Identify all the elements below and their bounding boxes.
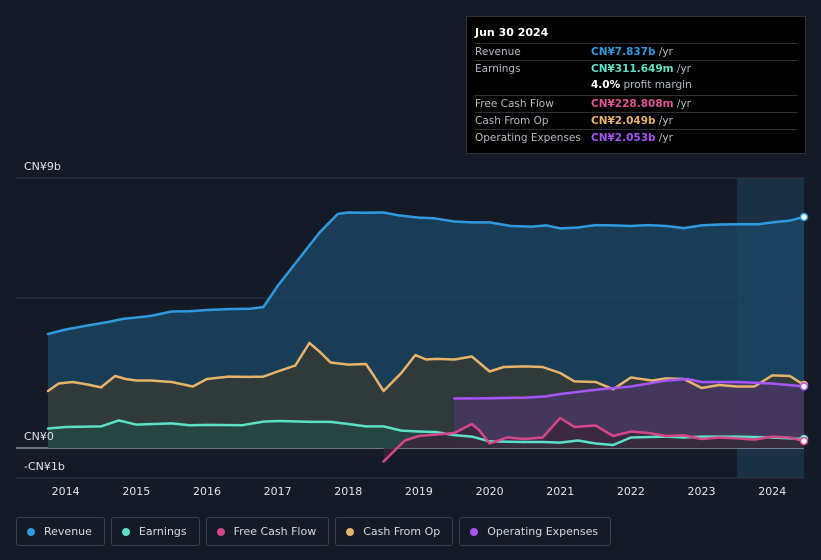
free-cash-flow-end-marker <box>799 436 809 446</box>
free-cash-flow-area <box>383 418 804 462</box>
legend-item-earnings[interactable]: Earnings <box>110 517 200 546</box>
tooltip-row-value: CN¥2.049b /yr <box>591 114 673 127</box>
x-tick-label: 2019 <box>405 485 433 498</box>
operating-expenses-end-marker <box>799 382 809 391</box>
legend-dot-icon <box>27 527 35 536</box>
legend-dot-icon <box>470 527 479 536</box>
x-tick-label: 2023 <box>688 485 716 498</box>
series-lines <box>46 211 806 463</box>
y-tick-label: CN¥0 <box>24 430 54 443</box>
tooltip-row-label: Cash From Op <box>475 114 549 127</box>
data-tooltip: Jun 30 2024 Revenue CN¥7.837b /yr Earnings… <box>466 16 806 154</box>
legend-item-operating-expenses[interactable]: Operating Expenses <box>459 517 612 546</box>
tooltip-row: Revenue CN¥7.837b /yr <box>475 43 797 60</box>
x-tick-label: 2022 <box>617 485 645 498</box>
tooltip-rows: Revenue CN¥7.837b /yr Earnings CN¥311.649m … <box>475 43 797 146</box>
y-axis-labels: CN¥9b CN¥0 -CN¥1b <box>24 160 65 473</box>
operating-expenses-area <box>454 379 804 448</box>
earnings-line <box>46 419 806 447</box>
x-tick-label: 2021 <box>546 485 574 498</box>
free-cash-flow-line <box>382 416 806 463</box>
tooltip-row-value: CN¥228.808m /yr <box>591 97 691 110</box>
x-tick-label: 2020 <box>476 485 504 498</box>
legend-label: Free Cash Flow <box>233 525 317 538</box>
tooltip-row-value: 4.0% profit margin <box>591 79 692 92</box>
x-tick-label: 2014 <box>52 485 80 498</box>
tooltip-date: Jun 30 2024 <box>475 26 549 39</box>
tooltip-row-label: Revenue <box>475 46 521 58</box>
y-tick-label: -CN¥1b <box>24 460 65 473</box>
legend-label: Cash From Op <box>363 525 441 538</box>
legend-item-revenue[interactable]: Revenue <box>16 517 105 546</box>
tooltip-row: Earnings CN¥311.649m /yr <box>475 60 797 77</box>
legend-dot-icon <box>121 527 130 536</box>
legend-dot-icon <box>216 527 225 536</box>
x-tick-label: 2017 <box>264 485 292 498</box>
legend-label: Earnings <box>138 525 187 538</box>
chart-legend: Revenue Earnings Free Cash Flow Cash From O… <box>16 517 612 546</box>
series-end-markers <box>799 212 809 446</box>
tooltip-row-label <box>475 77 591 94</box>
tooltip-row-value: CN¥2.053b /yr <box>591 131 673 144</box>
legend-label: Operating Expenses <box>487 525 599 538</box>
legend-item-cash-from-op[interactable]: Cash From Op <box>335 517 454 546</box>
tooltip-row-label: Earnings <box>475 63 521 76</box>
tooltip-row: Operating Expenses CN¥2.053b /yr <box>475 128 797 146</box>
revenue-end-marker <box>799 212 809 222</box>
tooltip-row: Cash From Op CN¥2.049b /yr <box>475 111 797 129</box>
tooltip-row-label: Free Cash Flow <box>475 97 554 110</box>
x-axis-labels: 2014 2015 2016 2017 2018 2019 2020 2021 2022 2023… <box>52 485 787 498</box>
tooltip-row: Free Cash Flow CN¥228.808m /yr <box>475 94 797 112</box>
tooltip-row: 4.0% profit margin <box>475 77 797 94</box>
revenue-line <box>46 211 806 336</box>
y-tick-label: CN¥9b <box>24 160 61 173</box>
legend-item-free-cash-flow[interactable]: Free Cash Flow <box>205 517 330 546</box>
tooltip-row-label: Operating Expenses <box>475 131 581 144</box>
cash-from-op-line <box>46 341 806 393</box>
legend-label: Revenue <box>44 525 92 538</box>
x-tick-label: 2016 <box>193 485 221 498</box>
x-tick-label: 2015 <box>122 485 150 498</box>
x-tick-label: 2024 <box>758 485 786 498</box>
tooltip-row-value: CN¥311.649m /yr <box>591 63 691 76</box>
legend-dot-icon <box>346 527 355 536</box>
tooltip-row-value: CN¥7.837b /yr <box>591 46 673 58</box>
operating-expenses-line <box>453 377 806 400</box>
x-tick-label: 2018 <box>334 485 362 498</box>
